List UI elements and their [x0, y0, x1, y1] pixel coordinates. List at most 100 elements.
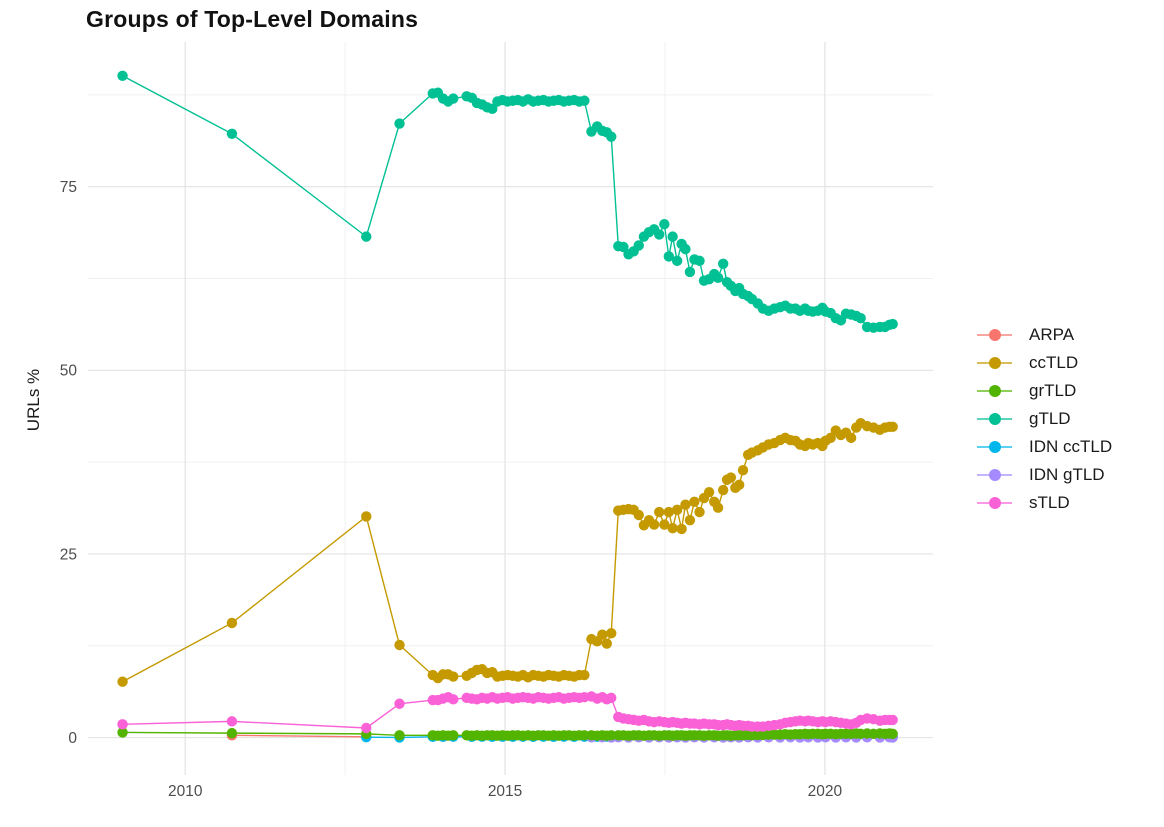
data-point	[361, 231, 372, 242]
data-point	[684, 266, 696, 278]
legend-key-icon	[977, 469, 1012, 481]
data-point	[671, 504, 683, 516]
data-point	[226, 727, 238, 739]
legend-item-gTLD: gTLD	[977, 405, 1163, 433]
y-tick-label: 50	[60, 363, 78, 380]
data-point	[663, 251, 675, 262]
data-point	[618, 241, 629, 253]
data-point	[117, 70, 128, 81]
data-point	[663, 506, 675, 518]
series-line-ARPA	[231, 734, 367, 738]
x-tick-label: 2015	[488, 783, 522, 800]
data-point	[448, 671, 459, 682]
data-point	[654, 506, 665, 518]
data-point	[394, 698, 405, 709]
data-point	[717, 258, 729, 270]
data-point	[671, 255, 683, 267]
data-point	[597, 629, 608, 640]
data-point	[394, 730, 405, 741]
data-point	[694, 506, 705, 518]
data-point	[659, 218, 670, 230]
data-point	[680, 499, 691, 510]
data-point	[659, 519, 670, 530]
data-point	[654, 229, 665, 240]
data-point	[733, 479, 745, 491]
series-points-grTLD	[117, 727, 898, 741]
data-point	[855, 312, 866, 324]
legend-item-IDN gTLD: IDN gTLD	[977, 461, 1163, 489]
data-point	[887, 421, 898, 433]
legend-item-ARPA: ARPA	[977, 321, 1163, 349]
y-tick-label: 25	[60, 546, 77, 563]
data-point	[703, 487, 715, 498]
data-point	[448, 694, 459, 705]
data-point	[361, 722, 372, 734]
data-point	[361, 511, 372, 522]
legend-label: grTLD	[1029, 381, 1077, 400]
legend-key-icon	[977, 357, 1012, 369]
y-tick-label: 0	[68, 730, 77, 747]
legend-label: ARPA	[1029, 325, 1075, 344]
legend-item-ccTLD: ccTLD	[977, 349, 1163, 377]
x-tick-label: 2010	[168, 783, 203, 800]
legend-item-grTLD: grTLD	[977, 377, 1163, 405]
data-point	[845, 432, 857, 444]
y-tick-label: 75	[60, 179, 77, 196]
legend-key-icon	[977, 413, 1012, 425]
data-point	[887, 728, 898, 740]
data-point	[394, 118, 405, 129]
x-tick-label: 2020	[808, 783, 843, 800]
data-point	[448, 93, 459, 104]
data-point	[887, 318, 898, 330]
data-point	[725, 472, 737, 483]
legend-key-icon	[977, 497, 1012, 509]
data-point	[737, 464, 749, 476]
data-point	[633, 240, 644, 251]
data-point	[606, 692, 617, 704]
data-point	[667, 523, 678, 534]
legend-key-icon	[977, 329, 1012, 341]
data-point	[633, 509, 644, 521]
data-point	[676, 523, 687, 535]
legend-label: gTLD	[1029, 409, 1071, 428]
legend-item-IDN ccTLD: IDN ccTLD	[977, 433, 1163, 461]
data-point	[648, 519, 660, 530]
data-point	[226, 716, 238, 727]
data-point	[226, 128, 238, 140]
series-points-gTLD	[117, 70, 898, 333]
data-point	[117, 719, 128, 730]
data-point	[579, 95, 590, 106]
legend-label: IDN ccTLD	[1029, 437, 1113, 456]
data-point	[712, 272, 724, 283]
data-point	[825, 432, 836, 444]
legend-label: sTLD	[1029, 493, 1070, 512]
data-point	[601, 638, 612, 649]
legend-item-sTLD: sTLD	[977, 489, 1163, 517]
data-point	[684, 514, 696, 526]
data-point	[689, 496, 700, 507]
legend-key-icon	[977, 441, 1012, 453]
data-point	[694, 255, 705, 267]
data-point	[712, 502, 724, 513]
data-point	[394, 639, 405, 651]
legend-label: IDN gTLD	[1029, 465, 1105, 484]
data-point	[606, 131, 617, 142]
data-point	[487, 103, 498, 115]
legend-label: ccTLD	[1029, 353, 1079, 372]
data-point	[117, 727, 128, 738]
data-point	[226, 617, 238, 629]
legend: ARPA ccTLD grTLD gTLD IDN ccTLD IDN gTLD sTLD	[977, 321, 1163, 517]
series-line-gTLD	[122, 75, 893, 329]
data-point	[717, 484, 729, 496]
legend-key-icon	[977, 385, 1012, 397]
series-points-sTLD	[117, 691, 898, 734]
chart-title: Groups of Top-Level Domains	[86, 6, 419, 32]
data-point	[448, 730, 459, 741]
data-point	[579, 669, 590, 681]
series-points-ccTLD	[117, 417, 898, 687]
data-point	[887, 714, 898, 726]
data-point	[117, 676, 128, 687]
data-point	[680, 243, 691, 255]
